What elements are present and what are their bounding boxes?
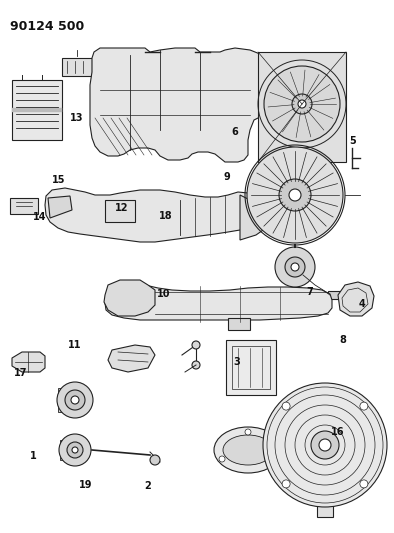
Text: 15: 15 — [52, 175, 66, 185]
Bar — [62, 58, 92, 76]
Text: 13: 13 — [70, 114, 84, 123]
Text: 5: 5 — [349, 136, 356, 146]
Text: 3: 3 — [233, 358, 240, 367]
Circle shape — [279, 179, 311, 211]
Circle shape — [289, 189, 301, 201]
Bar — [12, 80, 62, 140]
Polygon shape — [338, 282, 374, 316]
Circle shape — [247, 147, 343, 243]
Circle shape — [67, 442, 83, 458]
Circle shape — [311, 431, 339, 459]
Polygon shape — [12, 352, 45, 372]
Text: 6: 6 — [231, 127, 238, 137]
Polygon shape — [90, 48, 282, 162]
Text: 9: 9 — [224, 172, 231, 182]
Bar — [226, 340, 276, 395]
Circle shape — [72, 447, 78, 453]
Circle shape — [57, 382, 93, 418]
Circle shape — [319, 439, 331, 451]
Text: 4: 4 — [359, 299, 366, 309]
Circle shape — [360, 402, 368, 410]
Circle shape — [282, 402, 290, 410]
Text: 19: 19 — [79, 480, 93, 490]
Text: 7: 7 — [306, 287, 313, 297]
Text: 11: 11 — [68, 341, 82, 350]
Circle shape — [150, 455, 160, 465]
Bar — [12, 108, 62, 112]
Bar — [258, 52, 346, 162]
Text: 90124 500: 90124 500 — [10, 20, 84, 33]
Bar — [58, 388, 78, 412]
Bar — [10, 198, 38, 214]
Circle shape — [263, 383, 387, 507]
Text: 10: 10 — [157, 289, 170, 299]
Text: 12: 12 — [115, 203, 129, 213]
Circle shape — [292, 94, 312, 114]
Polygon shape — [48, 196, 72, 218]
Circle shape — [219, 456, 225, 462]
Circle shape — [282, 480, 290, 488]
Circle shape — [71, 396, 79, 404]
Circle shape — [264, 66, 340, 142]
Text: 16: 16 — [331, 427, 345, 437]
Circle shape — [59, 434, 91, 466]
Polygon shape — [240, 195, 268, 240]
Polygon shape — [108, 345, 155, 372]
Circle shape — [65, 390, 85, 410]
Bar — [228, 318, 250, 330]
Circle shape — [271, 456, 277, 462]
Ellipse shape — [223, 435, 273, 465]
Polygon shape — [45, 188, 262, 242]
Text: 17: 17 — [14, 368, 27, 378]
Circle shape — [291, 263, 299, 271]
Circle shape — [275, 247, 315, 287]
Text: 14: 14 — [33, 213, 46, 222]
Bar — [60, 440, 78, 460]
Circle shape — [298, 100, 306, 108]
Bar — [105, 200, 135, 222]
Polygon shape — [105, 285, 332, 320]
Bar — [232, 346, 270, 389]
Circle shape — [285, 257, 305, 277]
Text: 2: 2 — [144, 481, 151, 491]
Text: 1: 1 — [30, 451, 37, 461]
Bar — [317, 503, 333, 517]
Polygon shape — [104, 280, 155, 316]
Text: 18: 18 — [159, 211, 172, 221]
Ellipse shape — [214, 427, 282, 473]
Circle shape — [360, 480, 368, 488]
Text: 8: 8 — [339, 335, 346, 345]
Circle shape — [192, 341, 200, 349]
Bar — [328, 291, 340, 299]
Circle shape — [245, 429, 251, 435]
Circle shape — [192, 361, 200, 369]
